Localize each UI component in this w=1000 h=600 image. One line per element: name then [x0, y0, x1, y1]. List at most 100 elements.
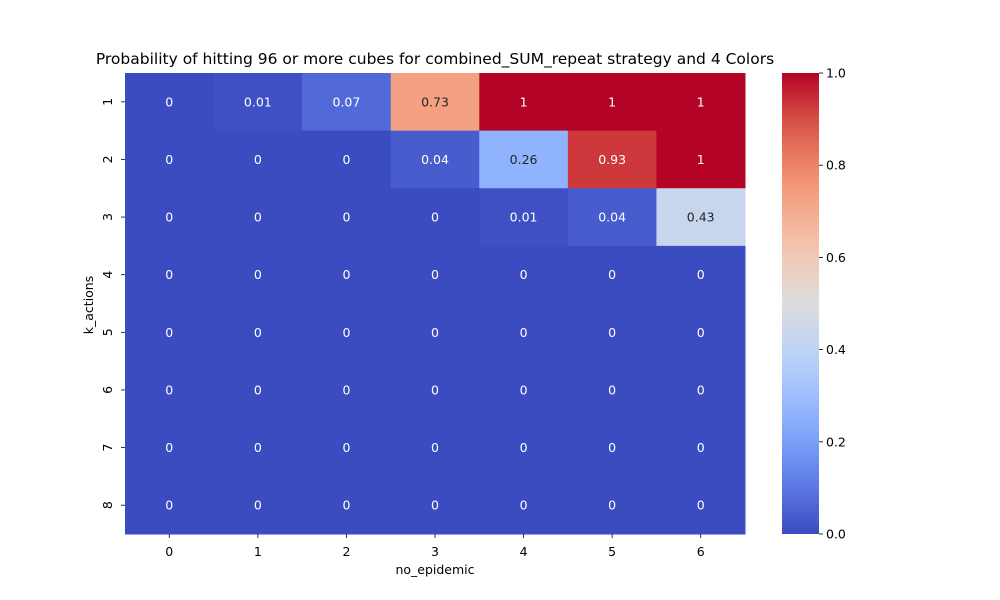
heatmap-cell [125, 476, 215, 535]
cell-value-label: 0 [697, 498, 705, 513]
heatmap-cell [125, 188, 215, 247]
heatmap-cell [302, 303, 392, 362]
cell-value-label: 0 [342, 267, 350, 282]
heatmap-cell [567, 130, 657, 189]
cell-value-label: 0.93 [598, 152, 626, 167]
heatmap-cell [125, 73, 215, 132]
y-tick-label: 4 [100, 271, 115, 279]
colorbar-tick-label: 0.8 [826, 158, 846, 173]
heatmap-cell [390, 303, 480, 362]
heatmap-cells [125, 73, 746, 535]
heatmap-cell [479, 418, 569, 477]
heatmap-cell [302, 476, 392, 535]
cell-value-label: 1 [697, 94, 705, 109]
heatmap-cell [567, 476, 657, 535]
heatmap-cell [125, 361, 215, 420]
cell-value-label: 0 [342, 440, 350, 455]
cell-value-label: 0 [342, 382, 350, 397]
x-tick-label: 6 [697, 544, 705, 559]
heatmap-cell [390, 73, 480, 132]
cell-value-label: 1 [697, 152, 705, 167]
heatmap-cell [479, 188, 569, 247]
cell-value-label: 0 [165, 210, 173, 225]
heatmap-cell [125, 303, 215, 362]
heatmap-cell [567, 418, 657, 477]
y-axis-label: k_actions [81, 276, 96, 334]
cell-value-label: 0 [165, 325, 173, 340]
cell-value-label: 1 [520, 94, 528, 109]
heatmap-cell [302, 188, 392, 247]
cell-value-label: 0 [342, 210, 350, 225]
cell-value-label: 0 [165, 382, 173, 397]
cell-value-label: 0 [342, 152, 350, 167]
cell-value-label: 0 [165, 267, 173, 282]
heatmap-cell [302, 130, 392, 189]
cell-value-label: 0.01 [510, 210, 538, 225]
y-tick-label: 5 [100, 328, 115, 336]
heatmap-cell [213, 188, 303, 247]
cell-value-label: 0 [520, 325, 528, 340]
heatmap-cell [567, 188, 657, 247]
y-tick-label: 2 [100, 155, 115, 163]
heatmap-cell [479, 303, 569, 362]
cell-value-label: 0 [608, 382, 616, 397]
heatmap-cell [656, 418, 746, 477]
cell-value-label: 0 [431, 267, 439, 282]
colorbar-tick-label: 1.0 [826, 66, 846, 81]
heatmap-cell [125, 418, 215, 477]
heatmap-cell [479, 73, 569, 132]
cell-value-label: 0 [520, 440, 528, 455]
x-tick-label: 4 [520, 544, 528, 559]
cell-value-label: 0 [254, 382, 262, 397]
cell-value-label: 0 [431, 210, 439, 225]
heatmap-cell [213, 73, 303, 132]
heatmap-cell [479, 245, 569, 304]
heatmap-cell [479, 361, 569, 420]
cell-value-label: 0 [342, 498, 350, 513]
heatmap-cell [656, 476, 746, 535]
heatmap-cell [213, 418, 303, 477]
cell-value-label: 0 [342, 325, 350, 340]
cell-value-label: 0.07 [333, 94, 361, 109]
heatmap-cell [567, 303, 657, 362]
cell-value-label: 0 [520, 382, 528, 397]
x-axis-ticks: 0 1 2 3 4 5 6 [165, 534, 705, 559]
cell-value-label: 0 [520, 267, 528, 282]
heatmap-cell [656, 303, 746, 362]
cell-value-label: 0 [254, 267, 262, 282]
heatmap-cell [302, 245, 392, 304]
heatmap-cell [390, 476, 480, 535]
cell-value-label: 0 [431, 498, 439, 513]
cell-value-label: 0 [254, 498, 262, 513]
y-axis-ticks: 1 2 3 4 5 6 7 8 [100, 98, 125, 509]
cell-value-label: 0 [254, 440, 262, 455]
cell-value-label: 0.73 [421, 94, 449, 109]
y-tick-label: 6 [100, 386, 115, 394]
cell-value-label: 0 [520, 498, 528, 513]
colorbar-tick-label: 0.4 [826, 342, 846, 357]
x-tick-label: 2 [342, 544, 350, 559]
heatmap-cell [213, 130, 303, 189]
heatmap-cell [213, 303, 303, 362]
cell-value-label: 0 [165, 94, 173, 109]
x-tick-label: 5 [608, 544, 616, 559]
heatmap-cell [567, 245, 657, 304]
y-tick-label: 1 [100, 98, 115, 106]
cell-value-label: 0 [165, 440, 173, 455]
heatmap-cell [125, 130, 215, 189]
y-tick-label: 7 [100, 444, 115, 452]
x-tick-label: 0 [165, 544, 173, 559]
y-tick-label: 8 [100, 501, 115, 509]
cell-value-label: 0 [697, 267, 705, 282]
heatmap-cell [390, 245, 480, 304]
heatmap-cell [390, 418, 480, 477]
colorbar-ticks: 0.0 0.2 0.4 0.6 0.8 1.0 [819, 66, 846, 542]
cell-value-label: 1 [608, 94, 616, 109]
cell-value-label: 0 [608, 498, 616, 513]
heatmap-cell [390, 361, 480, 420]
colorbar-tick-label: 0.6 [826, 250, 846, 265]
chart-title: Probability of hitting 96 or more cubes … [96, 50, 774, 69]
x-axis-label: no_epidemic [395, 562, 474, 577]
cell-value-label: 0.26 [510, 152, 538, 167]
cell-value-label: 0 [608, 267, 616, 282]
